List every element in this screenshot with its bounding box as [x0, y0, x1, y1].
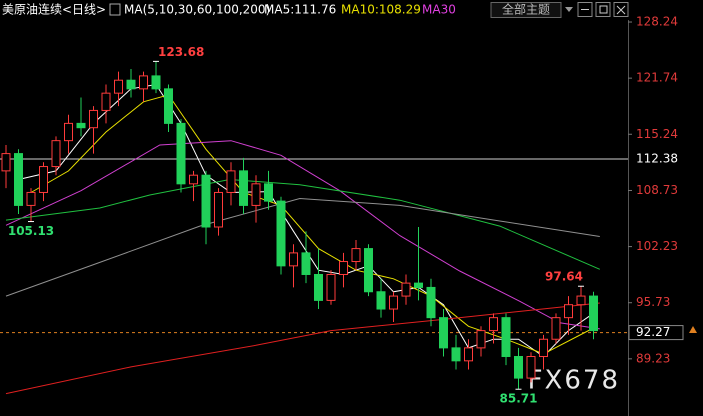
candle-body: [364, 248, 373, 293]
theme-button-label: 全部主题: [502, 2, 550, 17]
candle-body: [564, 304, 573, 319]
y-tick-label: 89.23: [636, 351, 670, 365]
y-tick-label: 121.74: [636, 71, 678, 85]
dropdown-icon[interactable]: [565, 7, 573, 12]
candle-body: [389, 295, 398, 310]
candle-body: [526, 356, 536, 379]
candle-body: [351, 248, 361, 263]
toolbar-icon[interactable]: [613, 2, 629, 17]
candle-body: [451, 347, 461, 362]
extreme-label: 85.71: [500, 392, 538, 406]
candle-body: [1, 153, 11, 172]
ma-line: [5, 178, 600, 270]
reference-label-box: [628, 325, 684, 341]
icon-glyph: [599, 5, 608, 14]
candle-body: [301, 252, 311, 275]
candle-body: [151, 75, 161, 90]
ma-line: [5, 302, 600, 395]
legend-entry: MA10:108.29: [341, 3, 421, 17]
reference-label: 92.27: [636, 325, 670, 339]
reference-label-box: [629, 151, 683, 166]
candle-body: [14, 153, 23, 206]
ma-label: MA(5,10,30,60,100,200): [124, 3, 270, 17]
watermark: FX678: [528, 366, 620, 396]
extreme-label: 123.68: [158, 45, 204, 59]
legend-entry: MA30: [422, 3, 456, 17]
candle-body: [251, 183, 261, 206]
extreme-label: 97.64: [545, 270, 583, 284]
y-tick-label: 102.23: [636, 239, 678, 253]
candle-body: [89, 109, 98, 129]
candle-body: [539, 338, 548, 358]
candle-body: [64, 122, 73, 142]
candle-body: [376, 291, 386, 310]
price-arrow: [689, 326, 697, 333]
y-tick-label: 128.24: [636, 15, 678, 29]
candle-body: [501, 317, 511, 358]
candle-body: [51, 140, 61, 168]
candle-body: [426, 286, 436, 319]
candle-body: [139, 75, 148, 90]
candle-body: [401, 282, 411, 297]
candle-body: [489, 317, 498, 332]
candle-body: [126, 79, 136, 90]
y-tick-label: 95.73: [636, 295, 670, 309]
candle-body: [39, 166, 48, 193]
legend-entry: MA5:111.76: [264, 3, 336, 17]
candle-body: [114, 79, 123, 94]
candle-body: [514, 356, 523, 379]
icon-glyph: [616, 5, 626, 15]
instrument-title: 美原油连续<日线>: [2, 2, 106, 17]
candle-body: [314, 273, 323, 301]
candle-body: [239, 170, 248, 206]
candle-body: [476, 330, 486, 349]
reference-label: 112.38: [636, 151, 678, 165]
toolbar-icon[interactable]: [577, 2, 593, 17]
ma-icon[interactable]: [109, 3, 121, 16]
candle-body: [226, 170, 236, 193]
candle-body: [189, 174, 198, 185]
y-tick-label: 108.73: [636, 183, 678, 197]
y-tick-label: 115.24: [636, 127, 678, 141]
candle-body: [464, 347, 473, 362]
candle-body: [551, 317, 561, 340]
candle-body: [576, 295, 586, 306]
candle-body: [214, 191, 223, 228]
candle-body: [289, 252, 298, 267]
candle-body: [26, 191, 36, 206]
candle-body: [76, 122, 86, 129]
candle-body: [589, 295, 598, 332]
extreme-label: 105.13: [8, 224, 54, 238]
ma-line: [5, 197, 600, 297]
candle-body: [326, 273, 336, 301]
ma-line: [30, 94, 594, 355]
candle-body: [164, 88, 173, 124]
candle-body: [439, 317, 448, 349]
candle-body: [276, 200, 286, 267]
candle-body: [264, 183, 273, 202]
candle-body: [176, 122, 186, 185]
candle-body: [339, 261, 348, 275]
candle-body: [201, 174, 211, 228]
candle-body: [101, 92, 111, 111]
theme-button[interactable]: [490, 2, 562, 18]
toolbar-icon[interactable]: [595, 2, 611, 17]
candle-body: [414, 282, 423, 288]
